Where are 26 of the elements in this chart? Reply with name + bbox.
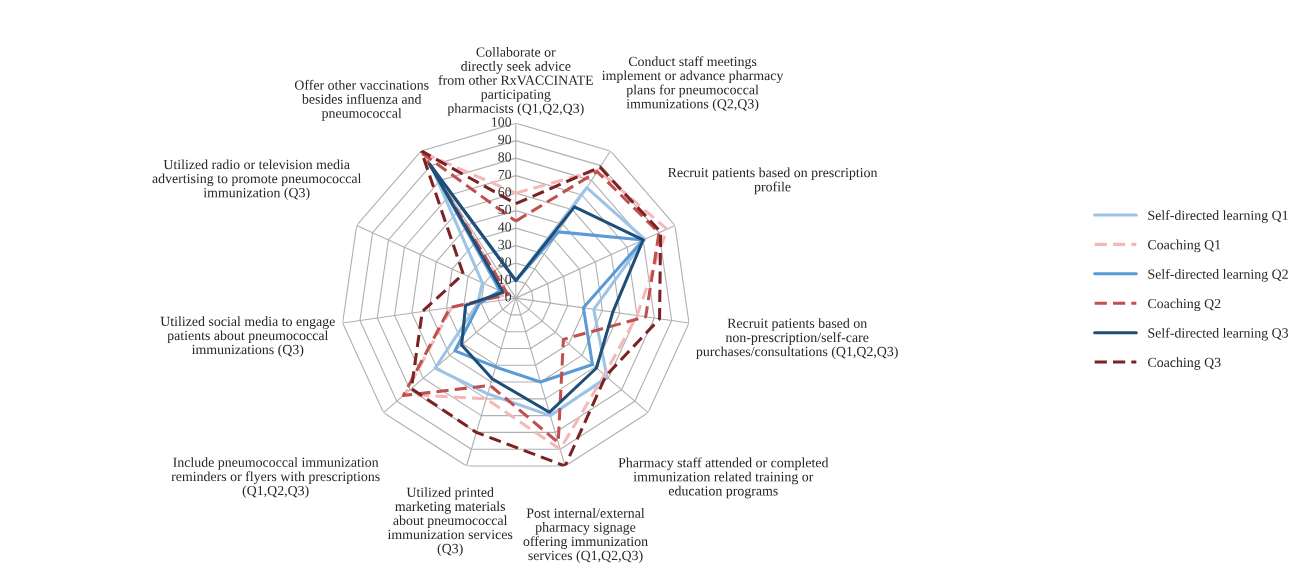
spoke-label: Offer other vaccinations besides influenza and pneumococcal: [294, 79, 429, 121]
spoke-label: Utilized printed marketing materials about pneumococcal immunization services (Q3): [387, 487, 513, 557]
y-tick-label: 40: [498, 222, 512, 232]
y-tick-label: 90: [498, 134, 512, 145]
y-tick-label: 100: [492, 117, 512, 127]
y-tick-label: 30: [498, 239, 512, 250]
spoke-label: Collaborate or directly seek advice from other RxVACCINATE participating pharmacists (Q1,Q2,Q3): [438, 46, 593, 116]
spoke-label: Post internal/external pharmacy signage offering immunization services (Q1,Q2,Q3): [523, 508, 648, 563]
legend-label: Coaching Q3: [1148, 357, 1221, 370]
spoke-label: Include pneumococcal immunization reminders or flyers with prescriptions (Q1,Q2,Q3): [171, 457, 380, 499]
legend-label: Coaching Q2: [1148, 298, 1221, 312]
spoke-label: Utilized social media to engage patients about pneumococcal immunizations (Q3): [160, 316, 335, 358]
y-tick-label: 0: [505, 292, 512, 302]
legend-label: Self-directed learning Q1: [1148, 210, 1288, 223]
y-tick-label: 80: [498, 152, 512, 162]
legend-label: Coaching Q1: [1148, 239, 1221, 253]
spoke-label: Utilized radio or television media advertising to promote pneumococcal immunization (Q3): [152, 159, 362, 201]
spoke-label: Recruit patients based on non-prescription/self-care purchases/consultations (Q1,Q2,Q3): [696, 318, 898, 359]
spoke-label: Pharmacy staff attended or completed immunization related training or education programs: [618, 457, 829, 499]
y-tick-label: 70: [498, 169, 512, 180]
y-tick-label: 10: [498, 274, 512, 285]
y-tick-label: 60: [498, 187, 512, 197]
legend-label: Self-directed learning Q3: [1148, 327, 1289, 341]
spoke-label: Recruit patients based on prescription profile: [668, 167, 878, 195]
spoke-label: Conduct staff meetings implement or advance pharmacy plans for pneumococcal immunizations (Q2,Q3): [602, 56, 784, 112]
legend-label: Self-directed learning Q2: [1148, 268, 1288, 282]
